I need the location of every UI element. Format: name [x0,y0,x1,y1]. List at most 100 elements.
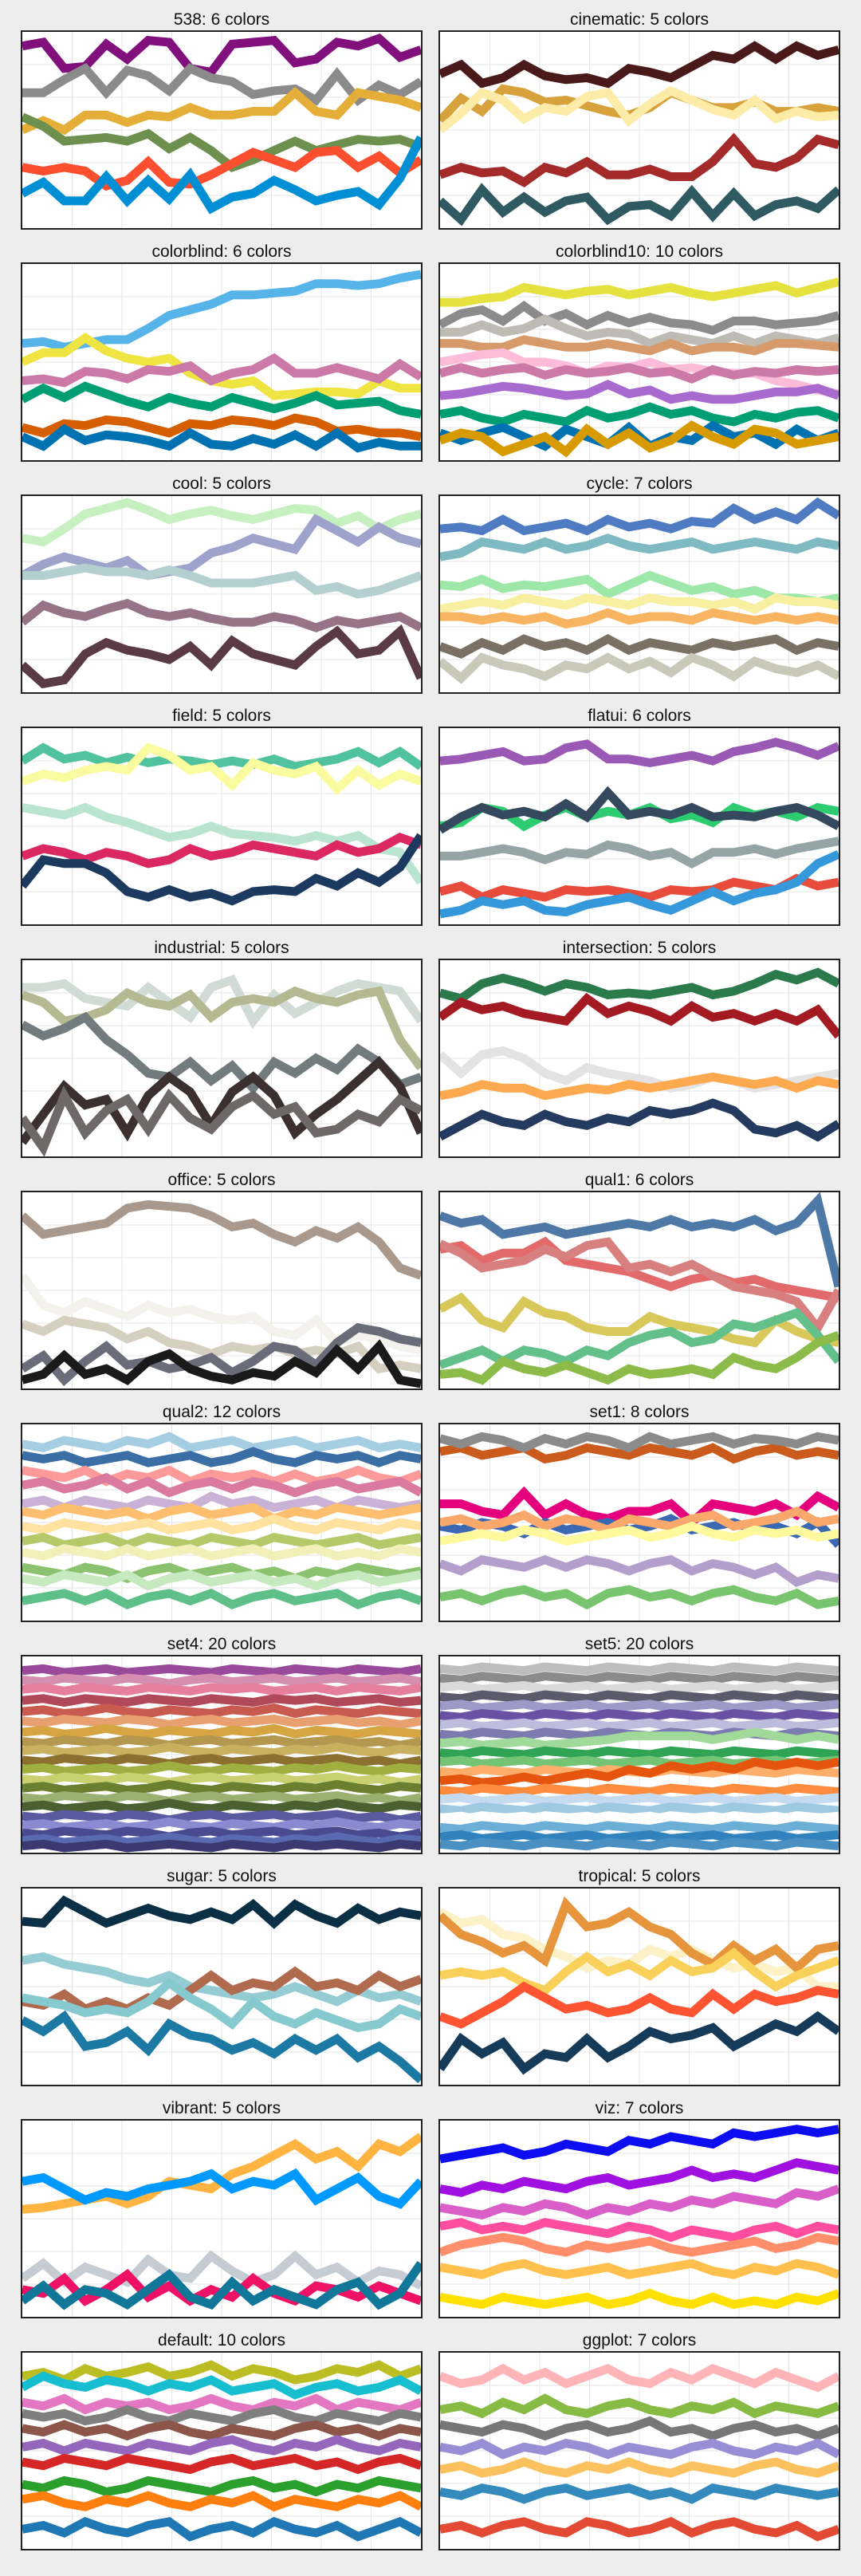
chart-svg [440,1192,839,1388]
series-line [440,1443,839,1464]
series-line [22,2168,421,2209]
series-line [440,1672,839,1684]
series-line [22,1694,421,1707]
chart-svg [22,1889,421,2085]
chart-title: set1: 8 colors [589,1403,690,1421]
plot-area [21,959,423,1158]
chart-title: set4: 20 colors [167,1635,277,1653]
series-line [22,1503,421,1524]
series-line [440,1757,839,1787]
plot-area [438,1887,840,2086]
series-line [440,1830,839,1843]
palette-panel: qual1: 6 colors [438,1170,840,1390]
series-line [22,1832,421,1847]
series-line [440,1700,839,1713]
palette-panel: viz: 7 colors [438,2098,840,2318]
series-line [22,563,421,599]
series-line [440,1486,839,1529]
series-line [440,348,839,399]
series-line [440,1331,839,1385]
series-line [22,423,421,453]
palette-panel: industrial: 5 colors [21,938,423,1158]
plot-area [21,2351,423,2550]
series-line [440,41,839,89]
palette-panel: set1: 8 colors [438,1402,840,1622]
series-line [440,1908,839,1991]
series-line [22,1817,421,1832]
palette-panel: cinematic: 5 colors [438,10,840,230]
plot-area [438,1191,840,1390]
palette-panel: field: 5 colors [21,706,423,926]
series-line [440,633,839,659]
series-line [440,420,839,458]
series-line [440,1811,839,1825]
series-line [22,624,421,689]
palette-panel: vibrant: 5 colors [21,2098,423,2318]
chart-svg [22,728,421,924]
palette-panel: office: 5 colors [21,1170,423,1390]
series-line [440,2232,839,2257]
plot-area [438,30,840,230]
chart-svg [440,2353,839,2549]
series-line [440,1098,839,1142]
series-line [22,742,421,795]
series-line [440,1680,839,1694]
series-line [22,1826,421,1841]
chart-title: set5: 20 colors [584,1635,694,1653]
series-line [440,2288,839,2310]
series-line [440,183,839,226]
series-line [22,2420,421,2441]
series-line [22,1339,421,1388]
series-line [22,1714,421,1730]
plot-area [438,2119,840,2318]
plot-area [21,2119,423,2318]
series-line [440,1507,839,1535]
series-line [440,2011,839,2075]
series-line [22,33,421,77]
series-line [440,335,839,356]
series-line [22,413,421,442]
series-line [440,1755,839,1769]
palette-panel: tropical: 5 colors [438,1866,840,2086]
series-line [22,1273,421,1355]
series-line [22,1570,421,1591]
series-line [440,85,839,134]
series-line [440,1237,839,1336]
series-line [22,353,421,388]
series-line [440,363,839,384]
series-line [22,1798,421,1814]
chart-title: default: 10 colors [158,2331,285,2350]
series-line [440,1896,839,1974]
chart-title: flatui: 6 colors [588,707,691,725]
series-line [440,2438,839,2460]
palette-panel: flatui: 6 colors [438,706,840,926]
chart-svg [22,960,421,1156]
series-line [22,2405,421,2426]
plot-area [438,2351,840,2550]
series-line [22,1447,421,1467]
series-line [440,2483,839,2504]
series-line [440,1690,839,1704]
plot-area [21,1887,423,2086]
series-line [22,2010,421,2084]
chart-title: cinematic: 5 colors [570,10,709,29]
plot-area [438,494,840,694]
series-line [440,380,839,404]
chart-svg [440,728,839,924]
series-line [22,1779,421,1795]
palette-panel: set5: 20 colors [438,1634,840,1854]
chart-svg [440,32,839,228]
series-line [440,1521,839,1546]
chart-svg [440,496,839,692]
series-line [440,533,839,561]
chart-title: vibrant: 5 colors [162,2099,281,2117]
chart-svg [22,264,421,460]
series-line [440,1236,839,1302]
series-line [22,514,421,581]
plot-area [21,727,423,926]
series-line [22,1055,421,1145]
series-line [22,802,421,885]
series-line [22,833,421,906]
plot-area [21,494,423,694]
